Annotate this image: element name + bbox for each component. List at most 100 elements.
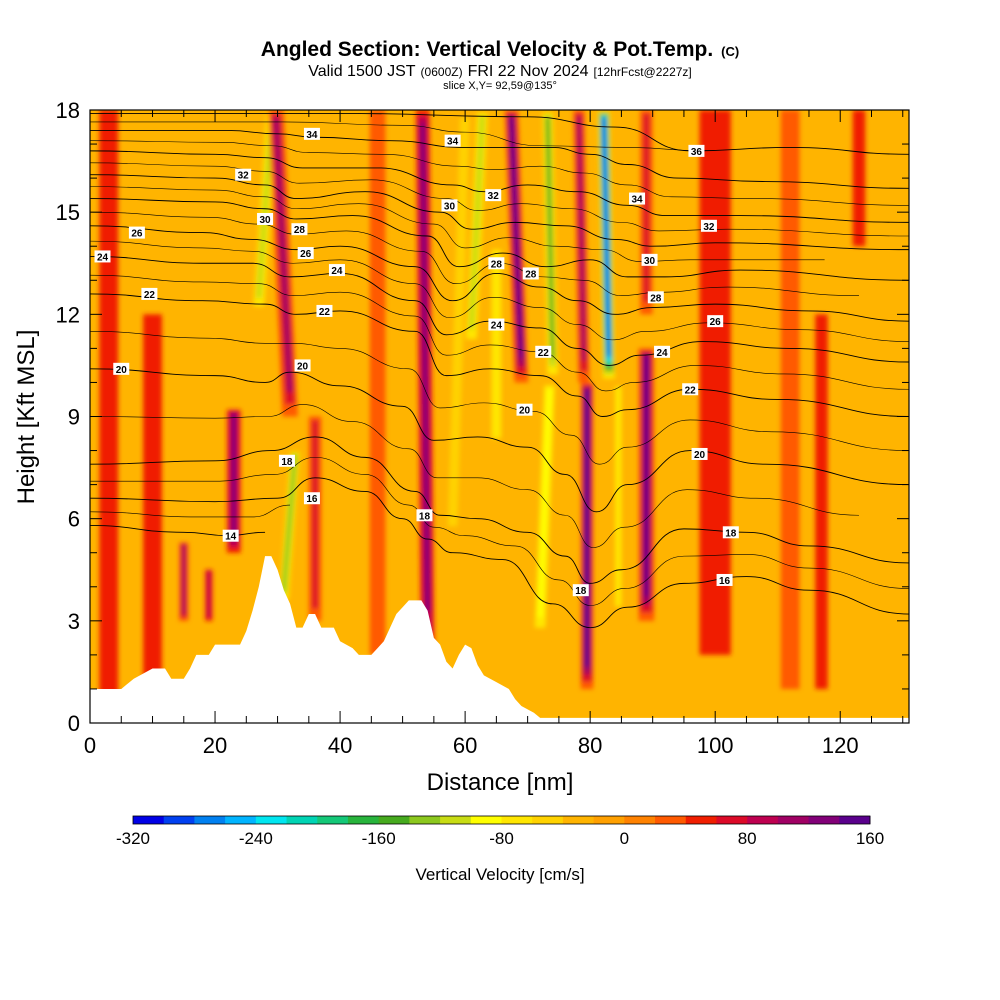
isentrope-minor: [90, 140, 909, 206]
contour-label-bg: [516, 403, 533, 416]
velocity-band-18-2: [577, 116, 586, 361]
velocity-band-6-3: [282, 454, 297, 591]
contour-label: 34: [447, 137, 459, 148]
contour-label-bg: [113, 362, 130, 375]
velocity-band-3-1: [206, 570, 211, 618]
contour-label-bg: [444, 134, 461, 147]
colorbar-swatch: [501, 816, 533, 824]
colorbar-swatch: [317, 816, 349, 824]
contour-label: 32: [238, 171, 250, 182]
colorbar-tick-label: 0: [620, 829, 629, 848]
contour-label-bg: [128, 226, 145, 239]
contour-label: 24: [491, 321, 503, 332]
x-axis-label: Distance [nm]: [427, 769, 574, 796]
isentrope-36: [90, 112, 909, 155]
velocity-band-9-0: [369, 110, 386, 655]
x-tick-label: 80: [578, 733, 602, 758]
y-tick-label: 15: [56, 200, 80, 225]
colorbar-swatch: [347, 816, 380, 824]
contour-label: 24: [331, 266, 343, 277]
colorbar-swatch: [716, 816, 748, 824]
contour-label-bg: [716, 573, 733, 586]
colorbar-swatch: [470, 816, 502, 824]
velocity-band-26-0: [852, 110, 866, 247]
contour-label: 28: [650, 293, 662, 304]
y-tick-label: 0: [68, 711, 80, 736]
velocity-band-22-1: [643, 113, 650, 303]
contour-label-bg: [700, 219, 717, 232]
colorbar-label: Vertical Velocity [cm/s]: [415, 865, 584, 884]
y-tick-label: 3: [68, 609, 80, 634]
isentrope-34: [90, 129, 909, 189]
velocity-band-11-1: [447, 117, 470, 527]
velocity-band-7-2: [273, 117, 293, 392]
velocity-band-16-3: [545, 117, 555, 358]
y-tick-label: 6: [68, 507, 80, 532]
contour-label-bg: [707, 315, 724, 328]
velocity-band-23-0: [699, 110, 731, 655]
contour-label-bg: [488, 257, 505, 270]
contour-label-bg: [141, 287, 158, 300]
colorbar-swatch: [777, 816, 810, 824]
isentrope-minor: [90, 121, 706, 152]
colorbar-swatch: [624, 816, 656, 824]
colorbar-tick-label: -160: [362, 829, 396, 848]
colorbar-ticks: -320 -240 -160 -80 0 80 160: [116, 829, 884, 848]
contour-label-bg: [647, 291, 664, 304]
velocity-band-15-2: [537, 388, 553, 618]
colorbar-swatch: [286, 816, 318, 824]
contour-label: 26: [131, 229, 143, 240]
velocity-band-14-3: [509, 117, 524, 358]
colorbar-swatch: [133, 816, 165, 824]
y-tick-label: 9: [68, 405, 80, 430]
contour-label: 26: [710, 317, 722, 328]
y-tick-label: 12: [56, 302, 80, 327]
velocity-band-20-1: [615, 386, 622, 607]
contour-label-bg: [257, 212, 274, 225]
velocity-band-17-4: [585, 391, 589, 660]
contour-label: 16: [719, 576, 731, 587]
contour-label-bg: [416, 509, 433, 522]
contour-label: 30: [259, 215, 271, 226]
contour-label-bg: [235, 168, 252, 181]
isentrope-28: [90, 198, 909, 281]
contour-label-bg: [222, 529, 239, 542]
contour-label: 28: [525, 269, 537, 280]
chart-valid-time: Valid 1500 JST (0600Z) FRI 22 Nov 2024 [12h…: [308, 63, 692, 80]
isentrope-20: [90, 368, 909, 513]
contour-label: 22: [685, 385, 697, 396]
velocity-band-19-7: [602, 118, 611, 354]
velocity-band-25-0: [815, 314, 828, 689]
contour-label: 16: [306, 494, 318, 505]
contour-label: 18: [575, 586, 587, 597]
contour-label-bg: [535, 345, 552, 358]
velocity-band-8-1: [311, 420, 319, 609]
velocity-band-21-3: [644, 355, 649, 597]
contour-label: 20: [116, 365, 128, 376]
colorbar-tick-label: -80: [489, 829, 514, 848]
contour-label-bg: [641, 253, 658, 266]
x-tick-label: 60: [453, 733, 477, 758]
colorbar-swatch: [409, 816, 441, 824]
colorbar-swatch: [747, 816, 779, 824]
contour-label: 30: [444, 201, 456, 212]
x-tick-label: 40: [328, 733, 352, 758]
isentrope-14: [90, 525, 266, 537]
plot-area: 14 16 16 18 18 18 18 20 20 20 20 22 22 22 22 24 24 24 24 26…: [90, 110, 909, 723]
contour-label-bg: [303, 492, 320, 505]
colorbar-swatch: [839, 816, 871, 824]
contour-label: 20: [694, 450, 706, 461]
velocity-band-0-0: [99, 110, 119, 706]
colorbar-swatch: [440, 816, 472, 824]
contour-label: 18: [419, 511, 431, 522]
colorbar-swatch: [163, 816, 195, 824]
x-tick-label: 20: [203, 733, 227, 758]
colorbar-swatch: [225, 816, 257, 824]
contour-label: 32: [703, 222, 715, 233]
contour-label-bg: [688, 144, 705, 157]
isentrope-minor: [90, 504, 291, 518]
colorbar-tick-label: 160: [856, 829, 884, 848]
contour-label-bg: [441, 199, 458, 212]
colorbar-tick-label: 80: [738, 829, 757, 848]
